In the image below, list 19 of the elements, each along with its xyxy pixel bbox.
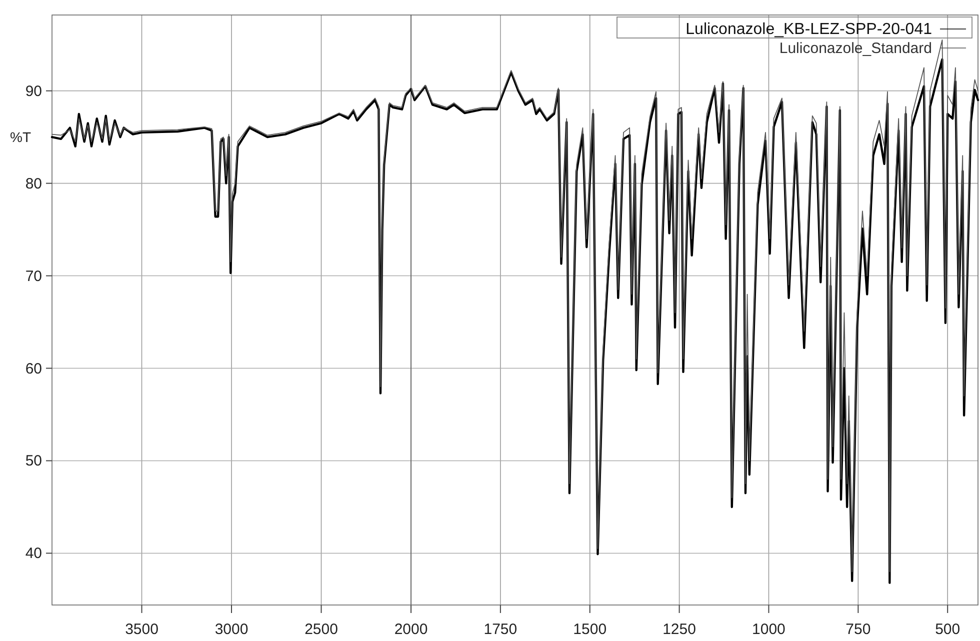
x-tick-label: 500: [935, 621, 960, 638]
legend-label: Luliconazole_Standard: [779, 40, 932, 57]
x-tick-label: 3000: [214, 621, 248, 638]
x-tick-label: 1000: [752, 621, 786, 638]
legend-label: Luliconazole_KB-LEZ-SPP-20-041: [686, 21, 932, 38]
y-tick-label: 80: [25, 175, 42, 192]
x-tick-label: 3500: [125, 621, 158, 638]
y-axis-title: %T: [10, 129, 32, 146]
x-tick-label: 1500: [573, 621, 607, 638]
y-tick-label: 40: [25, 545, 42, 562]
x-tick-label: 750: [846, 621, 871, 638]
x-tick-label: 1750: [484, 621, 518, 638]
x-tick-label: 2000: [394, 621, 428, 638]
x-tick-label: 2500: [304, 621, 338, 638]
y-tick-label: 60: [25, 360, 42, 378]
y-tick-label: 50: [25, 452, 42, 470]
y-tick-label: 90: [25, 82, 42, 100]
y-tick-label: 70: [25, 268, 42, 285]
x-tick-label: 1250: [662, 621, 696, 638]
